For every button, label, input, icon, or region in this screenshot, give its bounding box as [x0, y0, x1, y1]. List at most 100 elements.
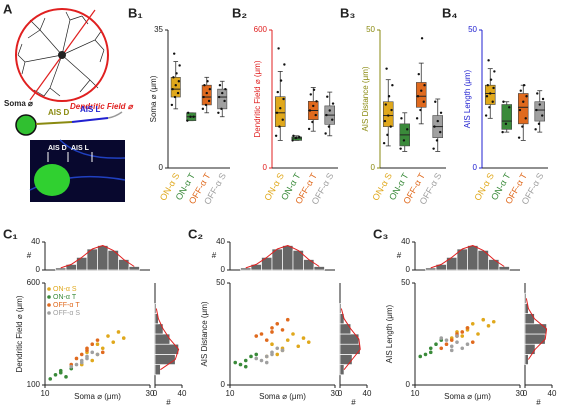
data-point: [525, 95, 528, 98]
data-point: [416, 95, 420, 98]
legend-swatch: [47, 295, 51, 299]
scatter-point: [259, 332, 264, 336]
data-point: [541, 114, 544, 117]
hist-bar: [339, 303, 342, 314]
data-point: [312, 104, 315, 108]
scatter-point: [48, 377, 53, 381]
y-axis-label: AIS Distance (μm): [200, 301, 209, 366]
data-point: [192, 115, 195, 118]
hist-x-tick-label: 0: [523, 389, 528, 398]
ais-d-segment: [35, 121, 73, 125]
y-tick-label: 50: [366, 25, 375, 34]
scatter-point: [306, 340, 311, 344]
data-point: [203, 84, 206, 87]
legend-label: OFF-α S: [53, 310, 80, 317]
scatter-point: [275, 346, 280, 351]
y-axis-label: Dendritic Field ⌀ (μm): [15, 295, 24, 372]
scatter-point: [264, 338, 269, 342]
scatter-point: [90, 342, 95, 347]
y-axis-label: Dendritic Field ⌀ (μm): [253, 60, 262, 137]
hist-bar: [524, 323, 547, 335]
data-point: [189, 115, 192, 118]
ais-l-label: AIS L: [80, 105, 101, 114]
data-point: [177, 80, 181, 83]
data-point: [487, 59, 490, 62]
scatter-point: [434, 342, 438, 347]
scatter-point: [275, 322, 280, 326]
data-point: [327, 125, 331, 128]
data-point: [386, 133, 389, 137]
data-point: [326, 95, 329, 98]
scatter-point: [455, 334, 459, 338]
scatter-point: [95, 338, 100, 342]
data-point: [385, 67, 388, 70]
data-point: [279, 79, 283, 82]
data-point: [220, 107, 223, 111]
x-tick-label: 30: [146, 389, 155, 398]
scatter-point: [264, 360, 269, 365]
data-point: [420, 89, 423, 92]
data-point: [204, 103, 208, 107]
scatter-point: [100, 346, 105, 351]
data-point: [201, 107, 205, 111]
data-point: [391, 84, 394, 87]
data-point: [291, 139, 294, 142]
scatter-point: [85, 346, 89, 351]
panel-label: B₃: [340, 5, 355, 20]
data-point: [502, 100, 505, 103]
scatter-point: [106, 334, 110, 338]
data-point: [422, 100, 425, 103]
data-point: [178, 64, 181, 67]
data-point: [282, 97, 285, 101]
hist-y-label: #: [212, 251, 217, 260]
data-point: [292, 134, 295, 137]
scatter-point: [455, 340, 459, 344]
scatter-point: [418, 354, 423, 359]
data-point: [312, 88, 316, 92]
scatter-point: [285, 338, 290, 342]
box: [415, 82, 427, 108]
data-point: [221, 91, 224, 95]
data-point: [501, 130, 504, 134]
legend-label: OFF-α T: [53, 302, 80, 309]
y-tick-label: 50: [468, 25, 477, 34]
legend-swatch: [47, 287, 51, 291]
data-point: [389, 125, 392, 128]
y-axis-label: AIS Length (μm): [385, 304, 394, 363]
y-tick-label: 0: [221, 380, 226, 389]
micrograph-markers: [47, 152, 93, 162]
scatter-point: [233, 360, 238, 365]
legend-swatch: [47, 303, 51, 307]
hist-bar: [154, 354, 176, 365]
data-point: [486, 84, 489, 87]
hist-bar: [118, 259, 130, 271]
panel-label: B₂: [232, 5, 247, 20]
y-tick-label: 600: [27, 278, 41, 287]
data-point: [423, 84, 426, 87]
data-point: [493, 70, 496, 73]
scatter-point: [280, 348, 285, 353]
data-point: [331, 102, 335, 105]
hist-bar: [339, 354, 353, 365]
data-point: [519, 89, 522, 92]
y-axis-label: AIS Distance (μm): [361, 66, 370, 131]
scatter-point: [270, 352, 274, 357]
data-point: [434, 100, 437, 103]
data-point: [541, 97, 545, 101]
scatter-point: [280, 328, 285, 332]
hist-bar: [154, 303, 157, 314]
hist-x-label: #: [536, 398, 541, 407]
hist-y-label: #: [27, 251, 32, 260]
scatter-point: [254, 334, 259, 338]
data-point: [278, 125, 281, 128]
panel-a: A Dendritic Field ⌀ Soma ⌀ AIS D AIS L A…: [3, 1, 134, 202]
data-point: [173, 95, 177, 99]
scatter-point: [79, 352, 84, 357]
data-point: [331, 118, 334, 121]
hist-y-label: #: [397, 251, 402, 260]
data-point: [415, 117, 419, 120]
data-point: [207, 99, 211, 103]
legend-swatch: [47, 311, 51, 315]
data-point: [206, 80, 209, 83]
box: [484, 84, 496, 105]
